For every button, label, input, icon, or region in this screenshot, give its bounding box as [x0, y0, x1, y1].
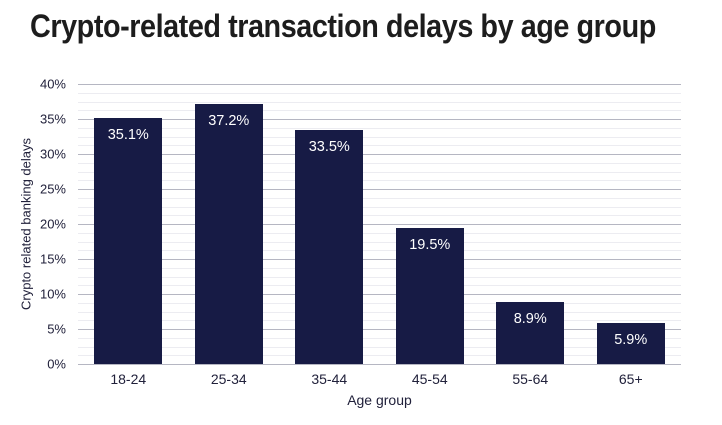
gridline-minor	[78, 241, 681, 243]
gridline-minor	[78, 267, 681, 269]
bar-25-34: 37.2%	[194, 103, 263, 364]
bar-value-label: 35.1%	[107, 127, 149, 144]
bar-slot: 19.5%	[380, 84, 481, 364]
y-tick-label: 40%	[39, 76, 66, 92]
y-tick-label: 30%	[39, 146, 66, 162]
x-tick-label: 18-24	[110, 371, 147, 387]
gridline-minor	[78, 337, 681, 339]
gridline-minor	[78, 92, 681, 94]
gridline-minor	[78, 302, 681, 304]
gridline-minor	[78, 162, 681, 164]
bar-slot: 37.2%	[179, 84, 280, 364]
gridline-minor	[78, 346, 681, 348]
bar-value-label: 5.9%	[614, 331, 648, 348]
gridline-major	[78, 84, 681, 85]
y-axis-ticks: 0% 5% 10% 15% 20% 25% 30% 35% 40%	[0, 77, 66, 372]
bar-slot: 35.1%	[78, 84, 179, 364]
y-tick-label: 0%	[47, 356, 66, 372]
bar-55-64: 8.9%	[496, 301, 565, 364]
bar-value-label: 33.5%	[308, 138, 350, 155]
x-axis-ticks: 18-24 25-34 35-44 45-54 55-64 65+	[78, 371, 681, 387]
gridline-minor	[78, 232, 681, 234]
gridline-minor	[78, 215, 681, 217]
bar-value-label: 8.9%	[513, 310, 547, 327]
gridline-major	[78, 189, 681, 190]
gridline-minor	[78, 180, 681, 182]
gridline-major	[78, 154, 681, 155]
gridline-minor	[78, 127, 681, 129]
gridline-minor	[78, 206, 681, 208]
y-tick-label: 5%	[47, 321, 66, 337]
gridline-major	[78, 294, 681, 295]
bar-35-44: 33.5%	[295, 129, 364, 364]
y-tick-label: 20%	[39, 216, 66, 232]
bar-45-54: 19.5%	[395, 227, 464, 364]
gridline-major	[78, 364, 681, 365]
gridline-minor	[78, 101, 681, 103]
gridline-minor	[78, 320, 681, 322]
bar-65+: 5.9%	[596, 322, 665, 364]
gridline-minor	[78, 145, 681, 147]
gridline-minor	[78, 276, 681, 278]
x-tick-label: 55-64	[512, 371, 549, 387]
gridline-minor	[78, 171, 681, 173]
x-axis-label: Age group	[347, 392, 412, 408]
plot-area: 35.1% 37.2% 33.5% 19.5% 8.9% 5.9%	[78, 84, 681, 365]
gridline-minor	[78, 110, 681, 112]
y-tick-label: 10%	[39, 286, 66, 302]
gridline-minor	[78, 285, 681, 287]
gridline-minor	[78, 250, 681, 252]
bar-18-24: 35.1%	[94, 118, 163, 364]
bar-slot: 8.9%	[480, 84, 581, 364]
y-tick-label: 35%	[39, 111, 66, 127]
gridline-major	[78, 224, 681, 225]
gridline-minor	[78, 136, 681, 138]
x-tick-label: 45-54	[411, 371, 448, 387]
chart-title: Crypto-related transaction delays by age…	[30, 8, 656, 44]
gridline-major	[78, 259, 681, 260]
bar-value-label: 37.2%	[208, 112, 250, 129]
bar-slot: 5.9%	[581, 84, 682, 364]
x-tick-label: 65+	[618, 371, 643, 387]
bar-slot: 33.5%	[279, 84, 380, 364]
gridline-major	[78, 329, 681, 330]
x-tick-label: 25-34	[210, 371, 247, 387]
x-tick-label: 35-44	[311, 371, 348, 387]
gridline-minor	[78, 355, 681, 357]
gridline-minor	[78, 311, 681, 313]
bar-value-label: 19.5%	[409, 236, 451, 253]
y-tick-label: 15%	[39, 251, 66, 267]
bars-layer: 35.1% 37.2% 33.5% 19.5% 8.9% 5.9%	[78, 84, 681, 364]
gridline-major	[78, 119, 681, 120]
gridline-minor	[78, 197, 681, 199]
y-tick-label: 25%	[39, 181, 66, 197]
